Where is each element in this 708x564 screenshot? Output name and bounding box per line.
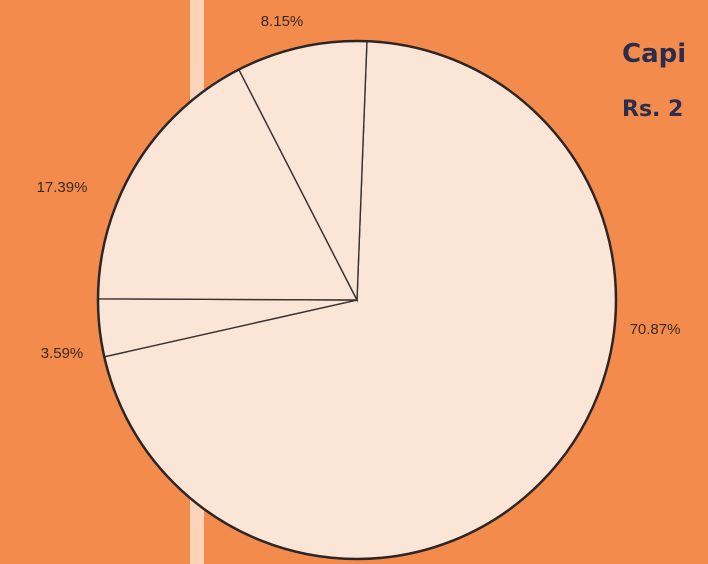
slice-label: 17.39% xyxy=(37,179,88,196)
chart-title: Capi xyxy=(622,39,686,69)
pie-outline xyxy=(96,39,618,561)
slice-label: 70.87% xyxy=(630,321,681,338)
slice-label: 8.15% xyxy=(261,13,304,30)
slice-label: 3.59% xyxy=(41,345,84,362)
chart-subtitle: Rs. 2 xyxy=(622,97,683,122)
pie xyxy=(96,39,618,561)
